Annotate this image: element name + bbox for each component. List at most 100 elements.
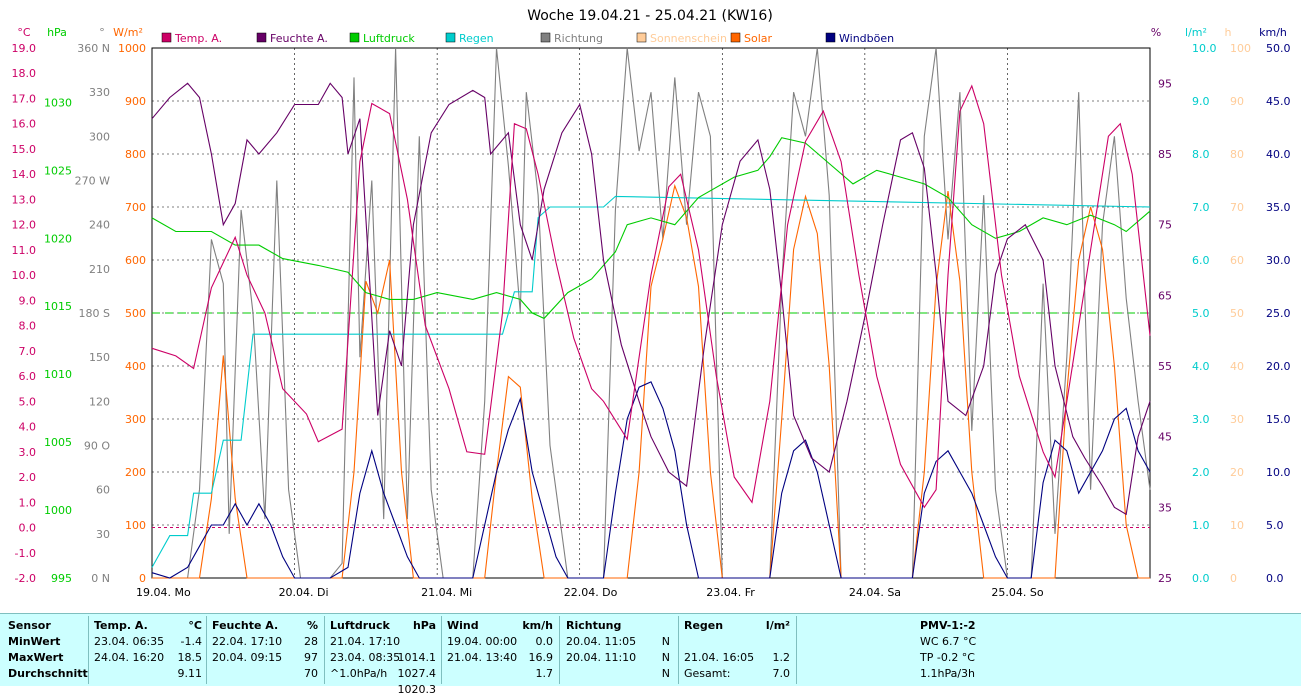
direction-tick-label: 330: [89, 86, 110, 99]
rain-tick-label: 3.0: [1192, 413, 1210, 426]
solar-tick-label: 400: [125, 360, 146, 373]
stats-header-luftdruck: Luftdruck: [330, 619, 390, 632]
temp-tick-label: 18.0: [12, 67, 37, 80]
rain-tick-label: 1.0: [1192, 519, 1210, 532]
temp-tick-label: 13.0: [12, 193, 37, 206]
rain-tick-label: 9.0: [1192, 95, 1210, 108]
series: [151, 47, 1151, 579]
axis-unit-left: °C: [17, 26, 31, 39]
stats-label-min: MinWert: [8, 635, 61, 648]
temp-tick-label: 16.0: [12, 118, 37, 131]
stats-panel: Sensor MinWert MaxWert Durchschnitt Temp…: [0, 613, 1301, 696]
sun-tick-label: 60: [1230, 254, 1244, 267]
direction-tick-label: 180 S: [79, 307, 110, 320]
hpa-tick-label: 1010: [44, 368, 72, 381]
wind-tick-label: 45.0: [1266, 95, 1291, 108]
temp-tick-label: 14.0: [12, 168, 37, 181]
wind-tick-label: 30.0: [1266, 254, 1291, 267]
stats-richtung-avg: N: [661, 667, 670, 680]
wind-tick-label: 0.0: [1266, 572, 1284, 585]
solar-tick-label: 1000: [118, 42, 146, 55]
direction-tick-label: 300: [89, 130, 110, 143]
stats-luftdruck-max: 1027.4: [397, 667, 437, 680]
legend: Temp. A. Feuchte A. Luftdruck Regen Richtung…: [161, 32, 894, 45]
legend-label: Regen: [459, 32, 494, 45]
stats-richtung-min-time: 20.04. 11:05: [566, 635, 637, 648]
stats-regen: Regen l/m² 21.04. 16:05 1.2 Gesamt: 7.0: [684, 618, 790, 682]
stats-luftdruck-min-time: 21.04. 17:10: [330, 635, 401, 648]
stats-header-feuchte: Feuchte A.: [212, 619, 279, 632]
stats-richtung-min: N: [661, 635, 670, 648]
legend-swatch: [161, 32, 172, 43]
series-line-windböen: [151, 381, 1151, 579]
hpa-tick-label: 1030: [44, 96, 72, 109]
sun-tick-label: 0: [1230, 572, 1237, 585]
direction-tick-label: 360 N: [77, 42, 110, 55]
stats-header-temp: Temp. A.: [94, 619, 148, 632]
wind-tick-label: 35.0: [1266, 201, 1291, 214]
stats-header-regen: Regen: [684, 619, 724, 632]
stats-luftdruck-max-time: 23.04. 08:35: [330, 651, 401, 664]
solar-tick-label: 500: [125, 307, 146, 320]
temp-tick-label: 7.0: [19, 345, 37, 358]
legend-label: Luftdruck: [363, 32, 415, 45]
temp-tick-label: 12.0: [12, 219, 37, 232]
stats-wind: Wind km/h 19.04. 00:00 0.0 21.04. 13:40 16.…: [447, 618, 553, 682]
temp-tick-label: 3.0: [19, 446, 37, 459]
hpa-tick-label: 1000: [44, 504, 72, 517]
direction-tick-label: 0 N: [91, 572, 110, 585]
stats-wind-avg: 1.7: [535, 667, 554, 680]
weather-chart: Woche 19.04.21 - 25.04.21 (KW16) Temp. A…: [12, 8, 1291, 599]
stats-luftdruck: Luftdruck hPa 21.04. 17:10 1014.1 23.04. 0…: [330, 618, 436, 698]
sun-tick-label: 80: [1230, 148, 1244, 161]
direction-tick-label: 210: [89, 263, 110, 276]
series-line-luftdruck: [151, 137, 1151, 320]
hpa-tick-label: 1025: [44, 164, 72, 177]
stats-header-pmv: PMV-1:-2: [920, 619, 976, 632]
humidity-tick-label: 45: [1158, 431, 1172, 444]
axis-unit-left: °: [99, 26, 105, 39]
stats-header-sensor: Sensor: [8, 619, 51, 632]
humidity-tick-label: 35: [1158, 501, 1172, 514]
day-label: 24.04. Sa: [849, 586, 901, 599]
stats-richtung: Richtung 20.04. 11:05 N 20.04. 11:10 N N: [566, 618, 670, 682]
stats-richtung-max-time: 20.04. 11:10: [566, 651, 637, 664]
axis-unit-right: km/h: [1259, 26, 1287, 39]
stats-luftdruck-avg: 1020.3: [397, 683, 437, 696]
solar-tick-label: 300: [125, 413, 146, 426]
sun-tick-label: 20: [1230, 466, 1244, 479]
stats-temp-max-time: 24.04. 16:20: [94, 651, 165, 664]
day-label: 19.04. Mo: [136, 586, 191, 599]
temp-tick-label: 17.0: [12, 92, 37, 105]
stats-feuchte-min: 28: [304, 635, 318, 648]
day-label: 25.04. So: [991, 586, 1043, 599]
sun-tick-label: 40: [1230, 360, 1244, 373]
wind-tick-label: 20.0: [1266, 360, 1291, 373]
sun-tick-label: 90: [1230, 95, 1244, 108]
direction-tick-label: 240: [89, 219, 110, 232]
temp-tick-label: -1.0: [15, 547, 36, 560]
stats-temp: Temp. A. °C 23.04. 06:35 -1.4 24.04. 16:20…: [94, 618, 202, 682]
stats-regen-max: 1.2: [772, 651, 791, 664]
stats-unit-regen: l/m²: [765, 619, 790, 632]
sun-tick-label: 30: [1230, 413, 1244, 426]
solar-tick-label: 600: [125, 254, 146, 267]
humidity-tick-label: 85: [1158, 148, 1172, 161]
axes: °C hPa ° W/m²% l/m² h km/h 19.0 18.0 17.0 16.0 15.0…: [12, 26, 1291, 599]
direction-tick-label: 90 O: [84, 440, 110, 453]
wind-tick-label: 15.0: [1266, 413, 1291, 426]
direction-tick-label: 150: [89, 351, 110, 364]
wind-tick-label: 25.0: [1266, 307, 1291, 320]
solar-tick-label: 700: [125, 201, 146, 214]
axis-unit-right: h: [1225, 26, 1232, 39]
legend-swatch: [256, 32, 267, 43]
temp-tick-label: 8.0: [19, 320, 37, 333]
stats-header-richtung: Richtung: [566, 619, 622, 632]
rain-tick-label: 8.0: [1192, 148, 1210, 161]
wind-tick-label: 50.0: [1266, 42, 1291, 55]
humidity-tick-label: 75: [1158, 219, 1172, 232]
temp-tick-label: 0.0: [19, 522, 37, 535]
stats-wind-max: 16.9: [528, 651, 554, 664]
legend-label: Windböen: [839, 32, 894, 45]
grid: [152, 48, 1150, 578]
